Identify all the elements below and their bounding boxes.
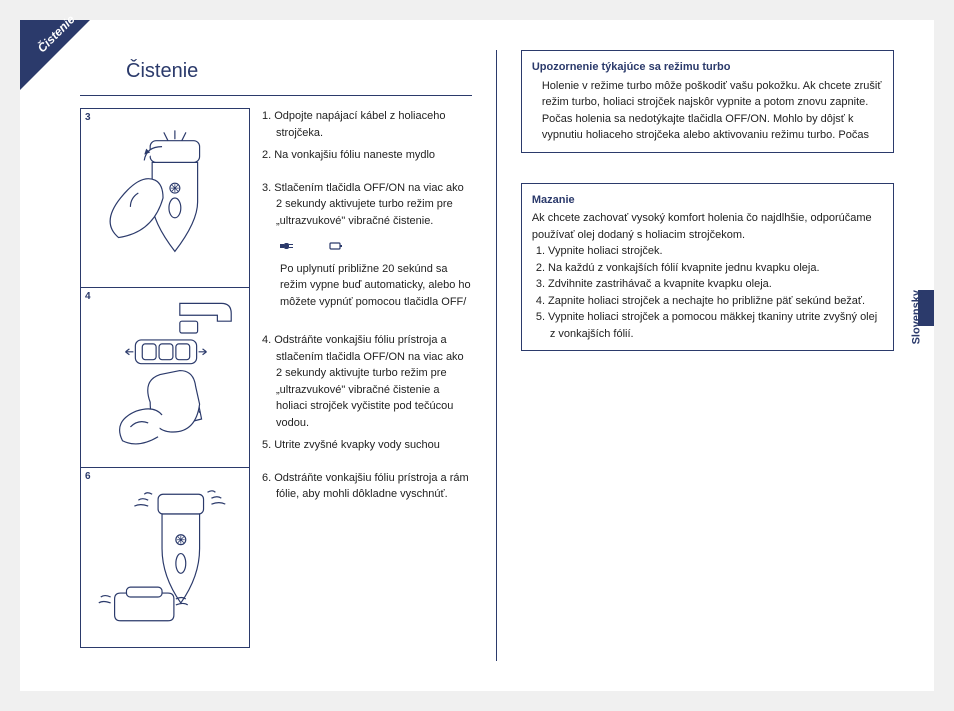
cleaning-content: 3 xyxy=(80,108,472,648)
step-4: 4. Odstráňte vonkajšiu fóliu prístroja a… xyxy=(262,332,472,431)
language-label: Slovensky xyxy=(910,290,922,344)
section-header: Čistenie Čistenie xyxy=(80,50,472,96)
column-divider xyxy=(496,50,497,661)
illustration-column: 3 xyxy=(80,108,250,648)
step-2: 2. Na vonkajšiu fóliu naneste mydlo xyxy=(262,147,472,164)
step-5: 5. Utrite zvyšné kvapky vody suchou xyxy=(262,437,472,454)
illustration-3: 3 xyxy=(80,108,250,288)
illustration-6: 6 xyxy=(80,468,250,648)
lube-step-1: 1. Vypnite holiaci strojček. xyxy=(532,243,883,260)
plug-battery-icons xyxy=(262,235,472,255)
lube-step-5: 5. Vypnite holiaci strojček a pomocou mä… xyxy=(532,309,883,342)
lube-box-title: Mazanie xyxy=(532,192,883,209)
step-3: 3. Stlačením tlačidla OFF/ON na viac ako… xyxy=(262,180,472,230)
battery-icon xyxy=(329,240,343,252)
lube-step-2: 2. Na každú z vonkajších fólií kvapnite … xyxy=(532,260,883,277)
illus-number: 3 xyxy=(85,112,91,123)
shaver-soap-icon xyxy=(81,109,249,287)
illus-number: 6 xyxy=(85,471,91,482)
shaver-rinse-icon xyxy=(81,288,249,467)
turbo-warning-box: Upozornenie týkajúce sa režimu turbo Hol… xyxy=(521,50,894,153)
manual-page: Čistenie Čistenie 3 xyxy=(20,20,934,691)
section-title: Čistenie xyxy=(80,50,472,83)
corner-badge: Čistenie xyxy=(20,20,110,110)
lube-step-3: 3. Zdvihnite zastrihávač a kvapnite kvap… xyxy=(532,276,883,293)
illus-number: 4 xyxy=(85,291,91,302)
lube-step-4: 4. Zapnite holiaci strojček a nechajte h… xyxy=(532,293,883,310)
illustration-4: 4 xyxy=(80,288,250,468)
right-column: Upozornenie týkajúce sa režimu turbo Hol… xyxy=(521,50,894,661)
left-column: Čistenie Čistenie 3 xyxy=(80,50,472,661)
cleaning-steps: 1. Odpojte napájací kábel z holiaceho st… xyxy=(262,108,472,648)
plug-icon xyxy=(280,240,294,252)
lube-intro: Ak chcete zachovať vysoký komfort holeni… xyxy=(532,210,883,243)
shaver-dry-icon xyxy=(81,468,249,647)
step-1: 1. Odpojte napájací kábel z holiaceho st… xyxy=(262,108,472,141)
step-3-sub: Po uplynutí približne 20 sekúnd sa režim… xyxy=(280,261,472,311)
turbo-box-title: Upozornenie týkajúce sa režimu turbo xyxy=(532,59,883,76)
turbo-box-body: Holenie v režime turbo môže poškodiť vaš… xyxy=(532,78,883,144)
lubrication-box: Mazanie Ak chcete zachovať vysoký komfor… xyxy=(521,183,894,352)
step-6: 6. Odstráňte vonkajšiu fóliu prístroja a… xyxy=(262,470,472,503)
title-underline xyxy=(80,95,472,96)
